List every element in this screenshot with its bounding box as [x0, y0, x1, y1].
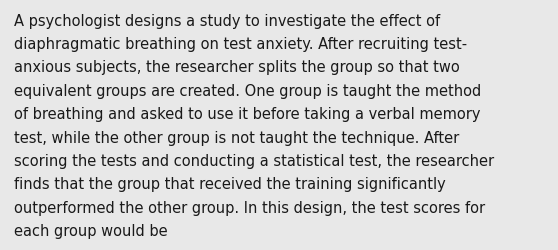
Text: finds that the group that received the training significantly: finds that the group that received the t…: [14, 176, 446, 192]
Text: equivalent groups are created. One group is taught the method: equivalent groups are created. One group…: [14, 84, 481, 98]
Text: A psychologist designs a study to investigate the effect of: A psychologist designs a study to invest…: [14, 14, 440, 29]
Text: diaphragmatic breathing on test anxiety. After recruiting test-: diaphragmatic breathing on test anxiety.…: [14, 37, 467, 52]
Text: outperformed the other group. In this design, the test scores for: outperformed the other group. In this de…: [14, 200, 485, 215]
Text: test, while the other group is not taught the technique. After: test, while the other group is not taugh…: [14, 130, 459, 145]
Text: each group would be: each group would be: [14, 223, 167, 238]
Text: of breathing and asked to use it before taking a verbal memory: of breathing and asked to use it before …: [14, 107, 480, 122]
Text: scoring the tests and conducting a statistical test, the researcher: scoring the tests and conducting a stati…: [14, 153, 494, 168]
Text: anxious subjects, the researcher splits the group so that two: anxious subjects, the researcher splits …: [14, 60, 460, 75]
